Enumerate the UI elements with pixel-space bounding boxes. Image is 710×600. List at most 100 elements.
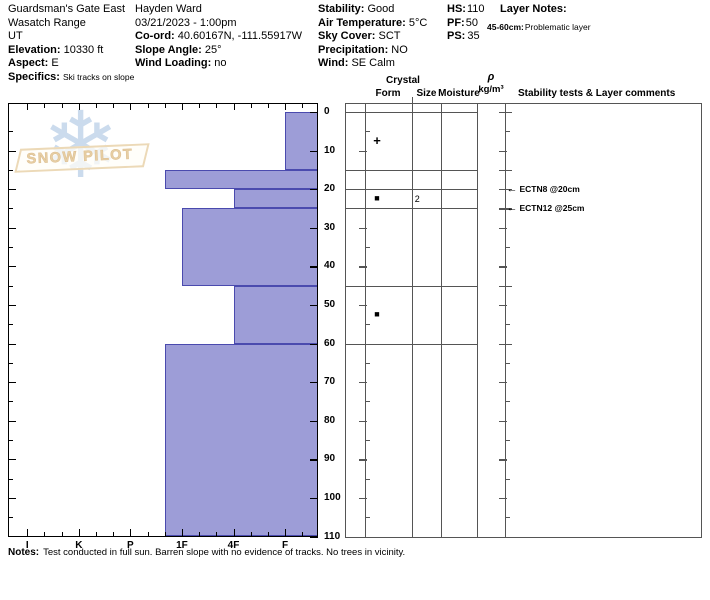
hardness-axis-tick [267,532,269,536]
depth-minor-tick [9,517,13,519]
table-column-line [700,103,702,537]
depth-grid-tick [499,150,507,152]
grain-size-value: 2 [414,193,420,204]
hardness-axis-tick [181,104,183,110]
site-name: Guardsman's Gate East [8,3,126,15]
stability-test-annotation: ← ECTN12 @25cm [506,201,585,214]
depth-tick-label: 0 [324,106,330,117]
depth-minor-tick [9,478,13,480]
layer-notes-entry: 45-60cm:Problematic layer [487,22,591,32]
depth-tick-label: 90 [324,453,336,465]
wind: Wind: SE Calm [318,57,395,69]
depth-major-tick [310,343,319,345]
grain-form-symbol-precipitation-particles: + [373,132,381,148]
depth-major-tick [310,497,319,500]
hardness-axis-tick [216,532,218,536]
snowpilot-logo: ❄ SNOW PILOT [14,100,150,202]
depth-grid-tick [506,401,510,403]
depth-minor-tick [9,440,13,442]
depth-tick-label: 30 [324,221,336,233]
sky-cover: Sky Cover: SCT [318,30,401,42]
header-site-block: Guardsman's Gate East Wasatch Range UT E… [8,3,134,84]
snow-layer-bar [181,208,319,286]
depth-minor-tick [9,150,16,152]
depth-major-tick [310,150,319,152]
hardness-axis-tick [285,528,287,536]
depth-major-tick [310,420,319,422]
hardness-tick-label: K [75,539,83,551]
depth-major-tick [310,112,319,114]
depth-grid-tick [365,324,370,326]
table-column-line [440,103,442,537]
depth-tick-label: 100 [324,491,341,503]
density-axis-boundary-tick [499,189,512,191]
depth-major-tick [310,382,319,384]
hardness-axis-tick [285,104,287,110]
header-totals-block: HS:110 PF:50 PS: 35 [447,3,485,44]
hardness-axis-tick [130,104,132,110]
table-column-line [364,103,366,537]
hardness-axis-tick [250,532,252,536]
stability-test-label: ECTN8 @20cm [519,184,580,195]
layer-boundary-line [345,208,478,210]
depth-grid-tick [365,247,370,249]
depth-grid-tick [358,304,367,307]
hardness-axis-tick [96,532,98,536]
site-state: UT [8,30,23,42]
hardness-tick-label: F [281,539,289,551]
hardness-axis-tick [147,532,149,536]
depth-minor-tick [9,382,16,384]
hardness-axis-tick [44,104,46,108]
depth-grid-tick [499,497,507,500]
depth-grid-tick [499,227,507,229]
hardness-axis-tick [267,104,269,108]
depth-tick-label: 40 [324,260,336,272]
snow-layer-bar [233,285,319,344]
depth-tick-label: 50 [324,298,336,310]
snow-layer-bar [164,343,319,537]
hardness-axis-tick [216,104,218,108]
depth-minor-tick [9,343,16,345]
chart-frame [8,103,319,537]
depth-grid-tick [358,497,367,500]
stability-test-annotation: ← ECTN8 @20cm [507,183,580,195]
depth-minor-tick [9,131,13,133]
total-snow-height: HS:110 [447,3,485,15]
header-conditions-block: Stability: Good Air Temperature: 5°C Sky C… [318,3,427,71]
hardness-axis-tick [78,528,80,536]
depth-minor-tick [9,324,13,326]
grain-form-symbol-faceted-crystals: ■ [374,193,380,204]
depth-grid-tick [506,131,510,133]
hardness-axis-tick [302,104,304,108]
depth-grid-tick [365,362,370,364]
depth-major-tick [310,459,319,461]
hardness-axis-tick [233,528,235,536]
layer-boundary-line [345,169,478,171]
depth-major-tick [310,227,319,229]
pit-foot-depth: PF:50 [447,16,478,29]
crystal-group-header: Crystal [386,75,420,86]
profile-start-depth: PS: 35 [447,30,480,42]
depth-minor-tick [9,266,16,268]
depth-grid-tick [506,440,510,442]
table-column-line [505,103,506,537]
depth-tick-label: 80 [324,414,336,426]
depth-grid-tick [499,266,507,268]
left-arrow-icon: ← [506,201,518,214]
wind-loading: Wind Loading: no [135,57,227,69]
depth-grid-tick [506,362,510,364]
depth-major-tick [310,189,319,191]
header-observer-block: Hayden Ward 03/21/2023 - 1:00pm Co-ord: 4… [135,3,302,71]
depth-minor-tick [9,304,16,306]
hardness-axis-tick [233,104,235,110]
layer-notes-title: Layer Notes: [500,3,567,15]
hardness-axis-tick [130,528,132,536]
hardness-tick-label: 1F [176,539,188,551]
hardness-axis-tick [164,532,166,536]
depth-minor-tick [9,285,13,287]
density-axis-boundary-tick [499,169,512,172]
pit-coordinates: Co-ord: 40.60167N, -111.55917W [135,30,303,42]
precipitation: Precipitation: NO [318,43,408,56]
depth-minor-tick [9,247,13,249]
